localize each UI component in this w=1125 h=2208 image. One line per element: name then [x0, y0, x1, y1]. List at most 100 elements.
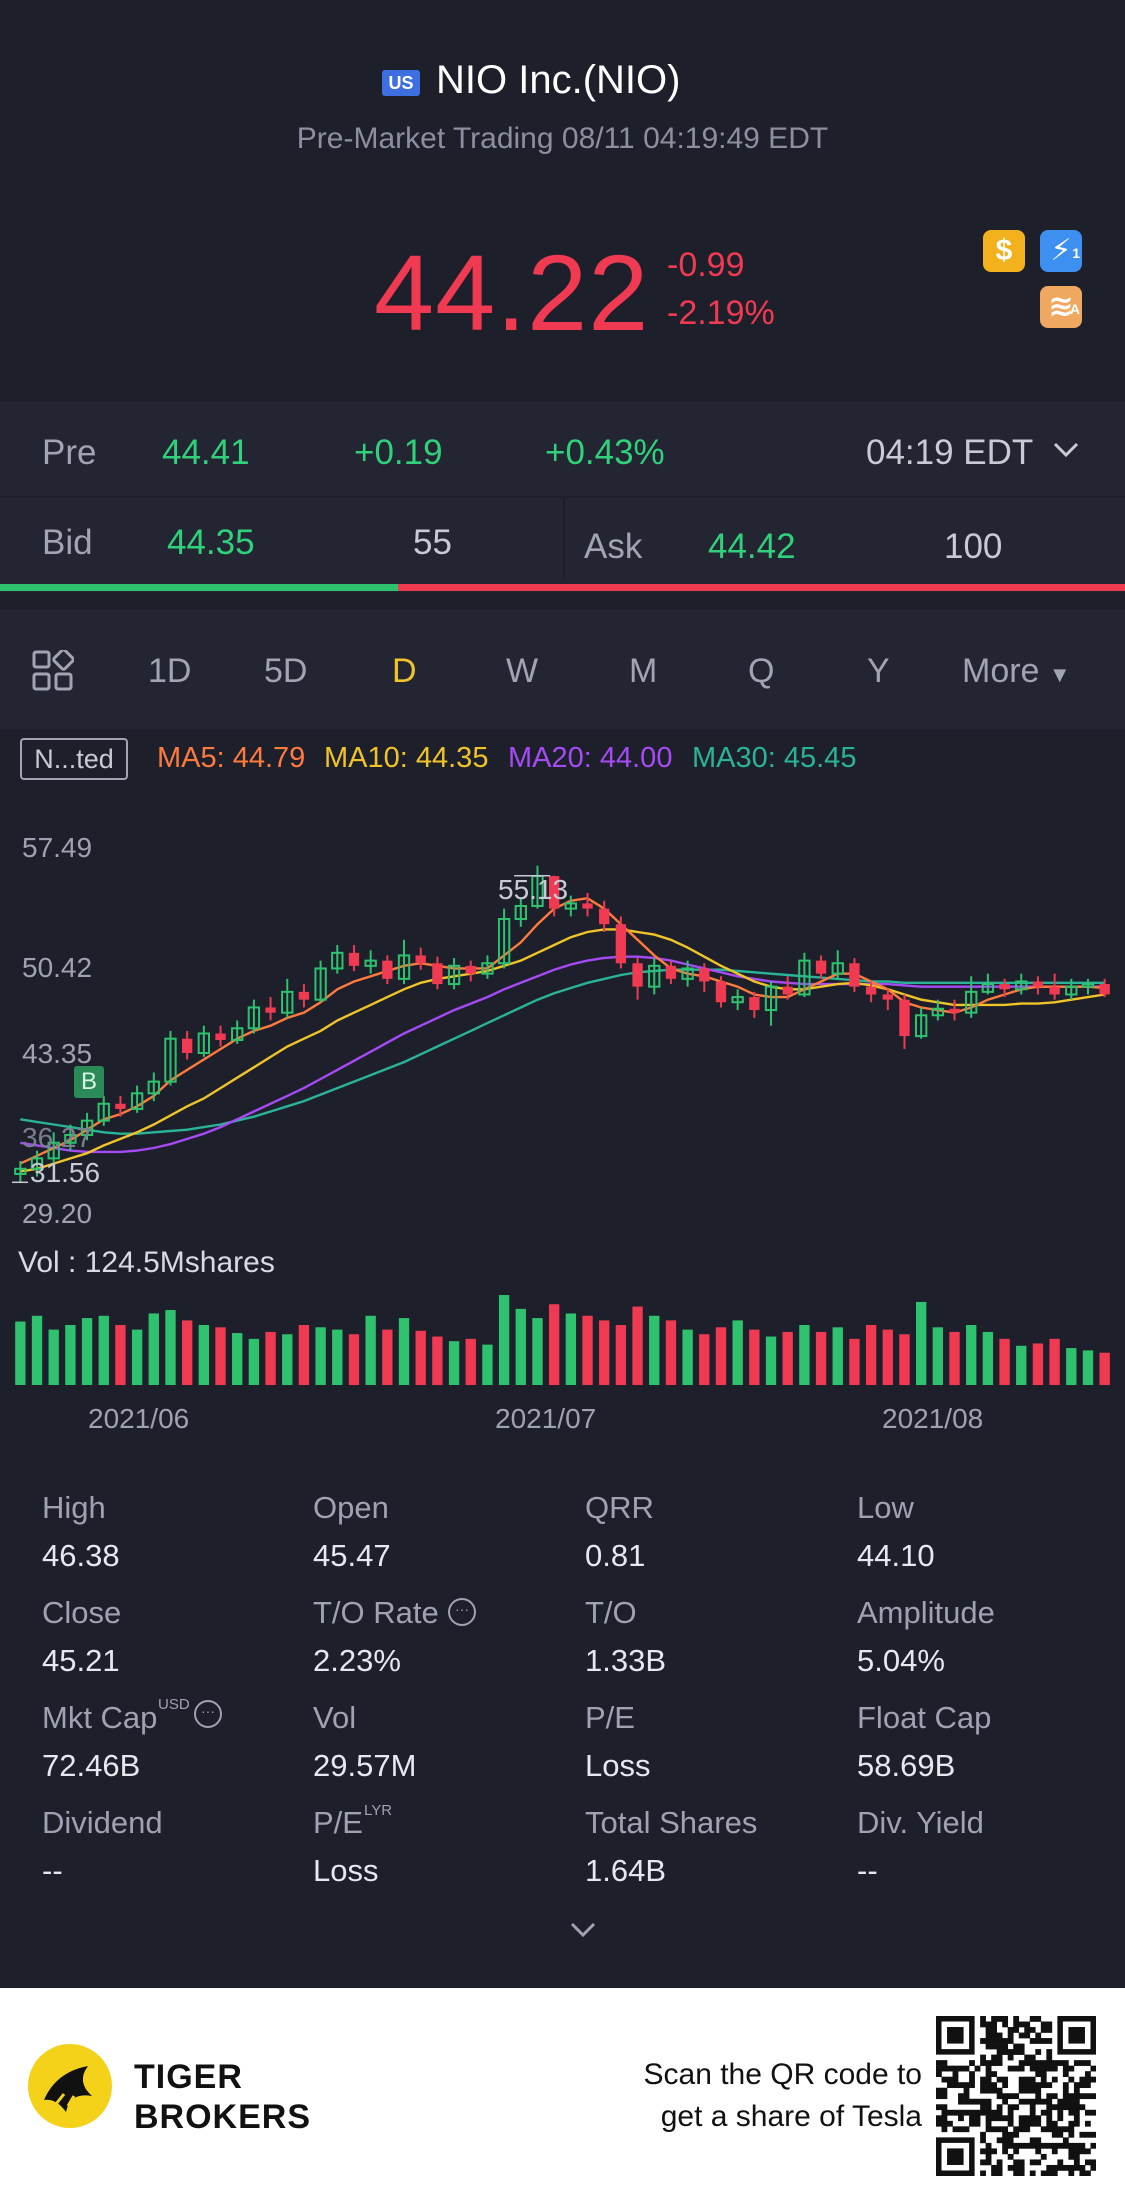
candlestick-chart[interactable] — [0, 790, 1125, 1440]
candle-body — [47, 1141, 60, 1160]
candle-body — [1049, 986, 1060, 995]
qr-module — [1062, 2087, 1069, 2094]
qr-module — [996, 2109, 1003, 2116]
candle-body — [1081, 983, 1095, 988]
volume-bar — [215, 1327, 226, 1385]
qr-module — [1029, 2076, 1036, 2083]
qr-module — [1079, 2142, 1086, 2149]
qr-module — [985, 2021, 992, 2028]
expand-chevron-icon[interactable] — [568, 1920, 598, 1940]
trading-status: Pre-Market Trading 08/11 04:19:49 EDT — [296, 122, 829, 155]
qr-module — [1079, 2131, 1086, 2138]
qr-module — [1073, 2093, 1080, 2100]
candle-body — [899, 999, 910, 1037]
qr-module — [991, 2021, 997, 2028]
candle-body — [432, 963, 443, 985]
volume-bar — [1049, 1338, 1060, 1385]
volume-bar — [899, 1334, 910, 1385]
qr-module — [1040, 2021, 1047, 2028]
qr-module — [1046, 2142, 1053, 2149]
qr-module — [1068, 2093, 1075, 2100]
qr-module — [1035, 2148, 1042, 2155]
tab-more[interactable]: More ▼ — [962, 652, 1071, 690]
qr-module — [974, 2120, 981, 2127]
qr-module — [991, 2164, 997, 2171]
qr-module — [1073, 2109, 1080, 2116]
quote-divider — [0, 496, 1125, 498]
candle-body — [949, 1008, 960, 1013]
stat-value: 29.57M — [313, 1748, 417, 1783]
qr-module — [985, 2115, 992, 2122]
qr-module — [963, 2109, 970, 2116]
qr-module — [996, 2032, 1003, 2039]
qr-module — [1002, 2126, 1009, 2133]
qr-module — [1040, 2098, 1047, 2105]
qr-module — [1013, 2131, 1020, 2138]
indicator-selector-button[interactable]: N...ted — [20, 738, 128, 780]
tab-q[interactable]: Q — [748, 652, 775, 690]
qr-module — [1073, 2153, 1080, 2160]
tab-y[interactable]: Y — [867, 652, 890, 690]
stat-value: Loss — [585, 1748, 651, 1783]
volume-bar — [348, 1334, 360, 1385]
pre-time[interactable]: 04:19 EDT — [866, 433, 1034, 472]
bid-volume-bar — [0, 584, 398, 591]
qr-module — [941, 2115, 948, 2122]
layers-icon[interactable]: ≋ A — [1040, 286, 1082, 328]
qr-module — [1040, 2109, 1047, 2116]
qr-module — [1018, 2170, 1025, 2176]
tab-m[interactable]: M — [629, 652, 658, 690]
qr-module — [1007, 2153, 1014, 2160]
qr-module — [974, 2115, 981, 2122]
volume-bar — [615, 1325, 627, 1385]
qr-module — [1024, 2142, 1031, 2149]
volume-bar — [31, 1315, 43, 1385]
flash-icon[interactable]: ⚡ 1 — [1040, 230, 1082, 272]
qr-module — [980, 2087, 986, 2094]
qr-code[interactable] — [936, 2016, 1096, 2176]
chevron-down-icon[interactable] — [1052, 440, 1080, 460]
stat-value: 1.64B — [585, 1853, 667, 1888]
qr-module — [1051, 2120, 1058, 2127]
tab-1d[interactable]: 1D — [148, 652, 192, 690]
dollar-icon[interactable]: $ — [983, 230, 1025, 272]
more-info-icon[interactable]: ··· — [194, 1700, 222, 1728]
candle-body — [632, 963, 643, 987]
tab-5d[interactable]: 5D — [264, 652, 308, 690]
candle-body — [514, 905, 527, 921]
qr-module — [1084, 2159, 1091, 2166]
grid-layout-icon[interactable] — [32, 650, 74, 692]
qr-module — [958, 2093, 964, 2100]
qr-module — [1029, 2159, 1036, 2166]
qr-module — [974, 2065, 981, 2072]
tab-d[interactable]: D — [392, 652, 417, 690]
qr-module — [941, 2065, 948, 2072]
tab-w[interactable]: W — [506, 652, 539, 690]
qr-module — [980, 2021, 986, 2028]
candle-body — [97, 1102, 110, 1122]
stat-value: -- — [42, 1853, 63, 1888]
qr-module — [1062, 2071, 1069, 2077]
qr-module — [1002, 2131, 1009, 2138]
candle-body — [164, 1037, 177, 1083]
candle-body — [281, 990, 294, 1014]
qr-module — [1024, 2076, 1031, 2083]
candle-body — [965, 990, 978, 1014]
qr-module — [996, 2115, 1003, 2122]
qr-module — [985, 2071, 992, 2077]
qr-module — [1024, 2115, 1031, 2122]
more-info-icon[interactable]: ··· — [448, 1598, 476, 1626]
qr-module — [952, 2109, 959, 2116]
qr-module — [1024, 2087, 1031, 2094]
qr-module — [996, 2137, 1003, 2144]
qr-module — [980, 2098, 986, 2105]
qr-module — [1051, 2104, 1058, 2111]
qr-module — [1018, 2032, 1025, 2039]
qr-module — [1090, 2076, 1096, 2083]
qr-module — [1051, 2131, 1058, 2138]
buy-marker[interactable]: B — [74, 1066, 104, 1098]
qr-module — [1068, 2120, 1075, 2127]
qr-module — [1029, 2027, 1036, 2033]
price-change: -0.99 — [667, 246, 745, 284]
qr-module — [980, 2131, 986, 2138]
